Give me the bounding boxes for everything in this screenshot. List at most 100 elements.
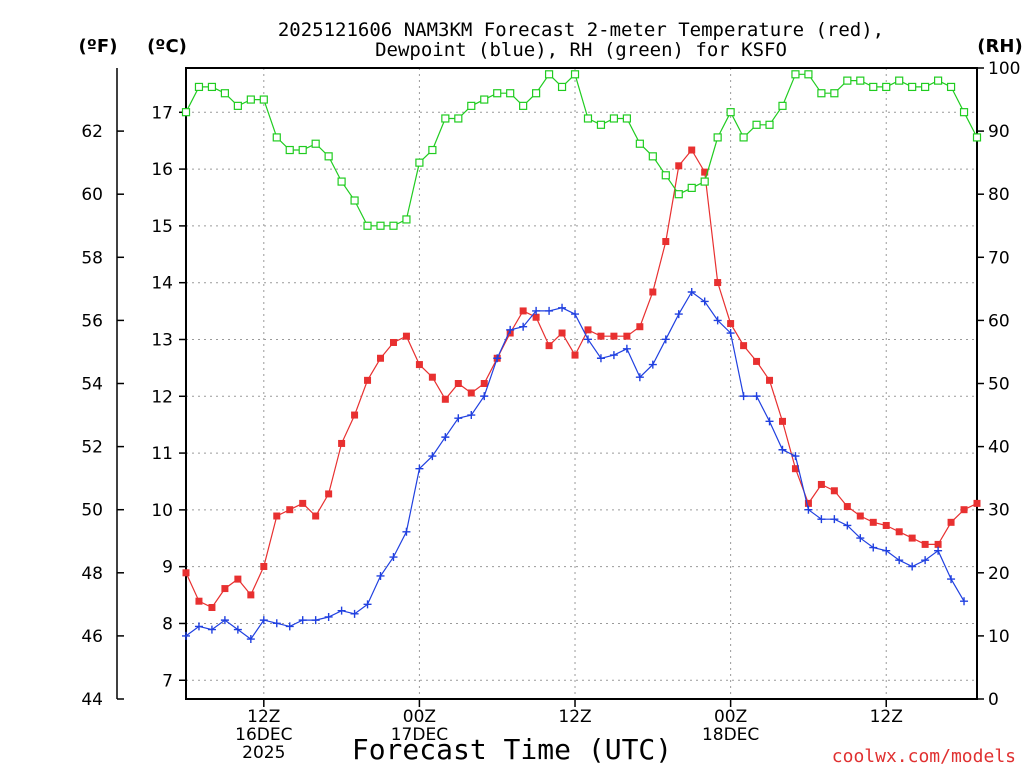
rh-point bbox=[324, 152, 333, 161]
dewpoint-point bbox=[376, 571, 385, 580]
2-meter-temperature-point bbox=[415, 361, 423, 369]
dewpoint-point bbox=[415, 464, 424, 473]
dewpoint-point bbox=[700, 297, 709, 306]
dewpoint-point bbox=[895, 556, 904, 565]
rh-point bbox=[609, 114, 619, 123]
rh-point bbox=[882, 82, 891, 92]
2-meter-temperature-point bbox=[701, 168, 709, 176]
2-meter-temperature-point bbox=[753, 357, 761, 365]
dewpoint-point bbox=[558, 303, 567, 312]
2-meter-temperature-point bbox=[804, 499, 812, 507]
2-meter-temperature-point bbox=[778, 417, 786, 425]
series-layer bbox=[181, 70, 982, 644]
2-meter-temperature-point bbox=[571, 351, 579, 359]
fahrenheit-unit-label: (ºF) bbox=[79, 36, 118, 57]
2-meter-temperature-point bbox=[856, 512, 864, 520]
2-meter-temperature-point bbox=[649, 288, 657, 296]
rh-tick-label: 0 bbox=[988, 690, 999, 710]
rh-point bbox=[635, 139, 644, 148]
rh-point bbox=[778, 101, 787, 110]
c-tick-label: 11 bbox=[151, 444, 173, 464]
2-meter-temperature-point bbox=[312, 512, 320, 520]
c-tick-label: 8 bbox=[162, 614, 173, 634]
rh-point bbox=[194, 82, 204, 92]
2-meter-temperature-point bbox=[688, 146, 696, 154]
dewpoint-point bbox=[389, 553, 398, 562]
rh-point bbox=[311, 139, 320, 148]
dewpoint-point bbox=[571, 310, 580, 319]
rh-point bbox=[817, 89, 826, 98]
2-meter-temperature-point bbox=[895, 528, 903, 536]
rh-point bbox=[895, 76, 904, 85]
2-meter-temperature-point bbox=[921, 540, 929, 548]
dewpoint-point bbox=[752, 392, 761, 401]
dewpoint-point bbox=[596, 354, 605, 363]
dewpoint-point bbox=[467, 411, 476, 420]
dewpoint-point bbox=[246, 635, 255, 644]
rh-point bbox=[285, 145, 294, 155]
grid-lines bbox=[186, 68, 977, 699]
c-tick-label: 10 bbox=[151, 501, 173, 521]
c-tick-label: 16 bbox=[151, 160, 173, 180]
x-tick-label: 18DEC bbox=[702, 725, 759, 745]
dewpoint-point bbox=[194, 622, 203, 631]
dewpoint-point bbox=[519, 322, 528, 331]
f-tick-label: 62 bbox=[81, 122, 103, 142]
rh-point bbox=[869, 82, 878, 92]
dewpoint-point bbox=[960, 597, 969, 606]
rh-unit-label: (RH) bbox=[977, 36, 1022, 57]
2-meter-temperature-point bbox=[286, 506, 294, 514]
2-meter-temperature-point bbox=[325, 490, 333, 498]
rh-tick-label: 20 bbox=[988, 564, 1010, 584]
dewpoint-point bbox=[454, 414, 463, 423]
rh-point bbox=[363, 221, 372, 230]
rh-point bbox=[557, 82, 567, 92]
2-meter-temperature-point bbox=[428, 373, 436, 381]
f-tick-label: 60 bbox=[81, 185, 103, 205]
dewpoint-point bbox=[635, 373, 644, 382]
rh-point bbox=[946, 82, 956, 92]
rh-point bbox=[532, 89, 541, 98]
2-meter-temperature-point bbox=[610, 332, 618, 340]
dewpoint-point bbox=[182, 631, 190, 640]
2-meter-temperature-point bbox=[519, 307, 527, 315]
rh-point bbox=[337, 177, 346, 186]
rh-point bbox=[648, 152, 657, 161]
2-meter-temperature-point bbox=[766, 376, 774, 384]
rh-point bbox=[856, 76, 865, 85]
c-tick-label: 14 bbox=[151, 274, 173, 294]
2-meter-temperature-point bbox=[882, 521, 890, 529]
2-meter-temperature-point bbox=[364, 376, 372, 384]
2-meter-temperature-point bbox=[714, 279, 722, 287]
rh-tick-label: 90 bbox=[988, 122, 1010, 142]
rh-point bbox=[350, 196, 359, 205]
dewpoint-point bbox=[726, 329, 735, 338]
dewpoint-point bbox=[856, 534, 865, 543]
dewpoint-point bbox=[687, 288, 696, 297]
2-meter-temperature-point bbox=[338, 439, 346, 447]
x-tick-label: 12Z bbox=[558, 707, 591, 727]
f-tick-label: 48 bbox=[81, 564, 103, 584]
dewpoint-point bbox=[817, 515, 826, 524]
2-meter-temperature-point bbox=[597, 332, 605, 340]
f-tick-label: 52 bbox=[81, 438, 103, 458]
rh-point bbox=[674, 190, 683, 199]
dewpoint-point bbox=[220, 616, 229, 625]
dewpoint-point bbox=[778, 445, 787, 454]
x-tick-label: 16DEC bbox=[235, 725, 292, 745]
rh-tick-label: 70 bbox=[988, 248, 1010, 268]
rh-point bbox=[583, 114, 593, 123]
dewpoint-point bbox=[532, 306, 541, 315]
2-meter-temperature-point bbox=[869, 518, 877, 526]
rh-point bbox=[493, 89, 502, 98]
rh-point bbox=[246, 95, 255, 104]
2-meter-temperature-point bbox=[299, 499, 307, 507]
rh-point bbox=[921, 82, 930, 92]
x-tick-label: 00Z bbox=[714, 707, 747, 727]
c-tick-label: 15 bbox=[151, 217, 173, 237]
rh-point bbox=[454, 114, 463, 123]
dewpoint-point bbox=[739, 392, 748, 401]
credit-link[interactable]: coolwx.com/models bbox=[832, 746, 1016, 767]
2-meter-temperature-point bbox=[727, 320, 735, 328]
2-meter-temperature-point bbox=[623, 332, 631, 340]
